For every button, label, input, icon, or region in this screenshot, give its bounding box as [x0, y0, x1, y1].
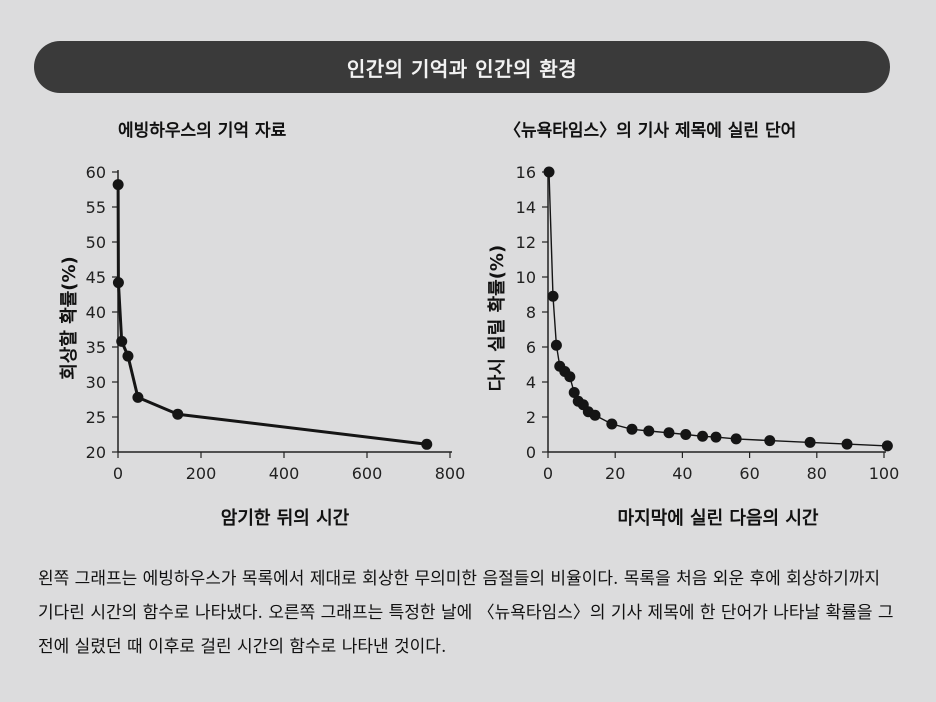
left-y-tick-label: 30: [86, 373, 106, 392]
left-x-tick-label: 200: [186, 464, 217, 483]
right-y-tick-label: 12: [516, 233, 536, 252]
right-y-tick-label: 16: [516, 163, 536, 182]
left-series-line: [116, 184, 427, 446]
right-data-point: [626, 423, 638, 435]
right-data-point: [764, 435, 776, 447]
right-y-axis-label: 다시 실릴 확률(%): [486, 245, 508, 391]
left-x-tick-label: 0: [113, 464, 123, 483]
right-data-point: [841, 438, 853, 450]
right-series-line: [548, 171, 888, 447]
right-chart-title: 〈뉴욕타임스〉의 기사 제목에 실린 단어: [504, 121, 797, 141]
right-y-tick-label: 10: [516, 268, 536, 287]
left-data-point: [122, 350, 134, 362]
left-y-tick-label: 25: [86, 408, 106, 427]
left-data-point: [116, 335, 128, 347]
right-y-tick-label: 2: [526, 408, 536, 427]
right-data-point: [804, 436, 816, 448]
banner-title: 인간의 기억과 인간의 환경: [346, 56, 578, 81]
right-data-point: [730, 433, 742, 445]
left-chart-title: 에빙하우스의 기억 자료: [118, 121, 287, 141]
right-y-tick-label: 14: [516, 198, 536, 217]
right-data-point: [568, 387, 580, 398]
figure-caption: 왼쪽 그래프는 에빙하우스가 목록에서 제대로 회상한 무의미한 음절들의 비율…: [38, 569, 894, 657]
right-data-point: [547, 290, 559, 302]
right-y-tick-label: 4: [526, 373, 536, 392]
right-y-tick-label: 0: [526, 443, 536, 462]
left-y-tick-label: 55: [86, 198, 106, 217]
left-x-tick-label: 800: [435, 464, 466, 483]
left-data-point: [112, 179, 124, 191]
right-x-tick-label: 20: [605, 464, 625, 483]
left-data-point: [132, 391, 144, 403]
right-data-point: [710, 431, 722, 443]
right-x-tick-label: 60: [739, 464, 759, 483]
left-x-tick-label: 400: [269, 464, 300, 483]
left-y-axis-label: 회상할 확률(%): [58, 256, 80, 380]
right-data-point: [543, 166, 555, 178]
left-data-point: [172, 408, 184, 420]
left-x-axis-label: 암기한 뒤의 시간: [221, 508, 350, 529]
left-x-tick-label: 600: [352, 464, 383, 483]
right-data-point: [589, 409, 601, 421]
left-y-tick-label: 45: [86, 268, 106, 287]
right-x-tick-label: 0: [543, 464, 553, 483]
left-y-tick-label: 40: [86, 303, 106, 322]
right-data-point: [550, 339, 562, 351]
left-y-tick-label: 60: [86, 163, 106, 182]
right-x-tick-label: 100: [869, 464, 900, 483]
right-data-point: [663, 427, 675, 439]
right-x-tick-label: 80: [807, 464, 827, 483]
right-data-point: [881, 440, 893, 452]
right-y-tick-label: 6: [526, 338, 536, 357]
right-data-point: [643, 425, 655, 437]
left-data-point: [112, 277, 124, 289]
left-y-tick-label: 20: [86, 443, 106, 462]
right-data-point: [606, 418, 618, 430]
right-data-point: [697, 430, 709, 442]
right-x-tick-label: 40: [672, 464, 692, 483]
left-y-tick-label: 35: [86, 338, 106, 357]
right-x-axis-label: 마지막에 실린 다음의 시간: [618, 508, 819, 529]
left-data-point: [421, 438, 433, 450]
right-data-point: [680, 429, 692, 440]
left-y-tick-label: 50: [86, 233, 106, 252]
section-banner: 인간의 기억과 인간의 환경: [34, 41, 890, 93]
right-data-point: [564, 371, 576, 383]
right-y-tick-label: 8: [526, 303, 536, 322]
